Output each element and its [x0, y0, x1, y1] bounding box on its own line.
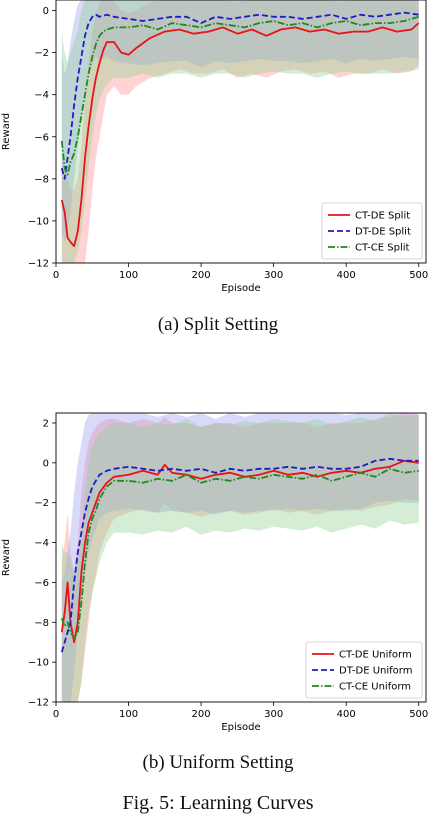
- x-tick-label: 400: [337, 709, 356, 720]
- y-tick-label: 2: [43, 418, 49, 429]
- y-tick-label: −4: [34, 538, 49, 549]
- band-1: [61, 413, 419, 702]
- legend-label-0: CT-DE Uniform: [339, 650, 412, 661]
- caption-uniform-setting: (b) Uniform Setting: [142, 752, 294, 773]
- y-tick-label: −8: [34, 618, 49, 629]
- x-tick-label: 300: [264, 270, 283, 281]
- legend: CT-DE Uniform DT-DE Uniform CT-CE Uniform: [305, 641, 423, 699]
- series-line-0: [60, 22, 420, 248]
- y-tick-label: −6: [34, 132, 49, 143]
- axes-frame: [55, 412, 427, 703]
- legend-label-0: CT-DE Split: [355, 211, 410, 222]
- band-0: [61, 413, 419, 702]
- axes-frame: [55, 0, 427, 264]
- legend-label-1: DT-DE Split: [355, 227, 411, 238]
- band-1: [61, 0, 419, 242]
- series-line-1: [60, 11, 419, 180]
- x-tick-label: 300: [264, 709, 283, 720]
- series-line-2: [60, 467, 419, 640]
- x-tick-label: 0: [53, 709, 59, 720]
- y-tick-label: −12: [28, 259, 49, 270]
- y-tick-label: 0: [43, 458, 49, 469]
- x-tick-label: 100: [119, 270, 138, 281]
- x-tick-label: 500: [409, 709, 428, 720]
- legend-label-1: DT-DE Uniform: [339, 666, 412, 677]
- y-tick-label: 0: [43, 6, 49, 17]
- plot-area: [60, 0, 420, 263]
- y-tick-label: −6: [34, 578, 49, 589]
- x-axis-label: Episode: [221, 283, 260, 294]
- band-0: [61, 0, 419, 263]
- x-tick-label: 400: [337, 270, 356, 281]
- legend-box: [321, 202, 423, 260]
- legend-label-2: CT-CE Split: [355, 243, 410, 254]
- x-tick-label: 500: [409, 270, 428, 281]
- legend: CT-DE Split DT-DE Split CT-CE Split: [321, 202, 423, 260]
- x-axis-label: Episode: [221, 722, 260, 733]
- y-tick-label: −2: [34, 48, 49, 59]
- caption-split-setting: (a) Split Setting: [157, 314, 279, 335]
- y-tick-label: −2: [34, 498, 49, 509]
- y-tick-label: −10: [28, 216, 49, 227]
- series-line-2: [60, 15, 419, 176]
- y-axis-label: Reward: [1, 113, 12, 150]
- band-2: [61, 413, 419, 702]
- x-tick-label: 100: [119, 709, 138, 720]
- y-axis-label: Reward: [1, 539, 12, 576]
- plot-area: [60, 413, 419, 702]
- y-tick-label: −4: [34, 90, 49, 101]
- chart-uniform-setting: 0 100 200 300 400 500 −12 −10 −8 −6 −4 −2 0 2 Episode R…: [1, 412, 428, 733]
- band-2: [61, 0, 419, 263]
- x-tick-label: 200: [192, 270, 211, 281]
- series-line-1: [60, 457, 419, 653]
- y-tick-label: −10: [28, 658, 49, 669]
- y-tick-label: −8: [34, 174, 49, 185]
- x-tick-label: 0: [53, 270, 59, 281]
- x-tick-label: 200: [192, 709, 211, 720]
- legend-box: [305, 641, 423, 699]
- legend-label-2: CT-CE Uniform: [339, 682, 411, 693]
- chart-split-setting: 0 100 200 300 400 500 −12 −10 −8 −6 −4 −2 0 Episode Re…: [1, 0, 428, 294]
- y-tick-label: −12: [28, 698, 49, 709]
